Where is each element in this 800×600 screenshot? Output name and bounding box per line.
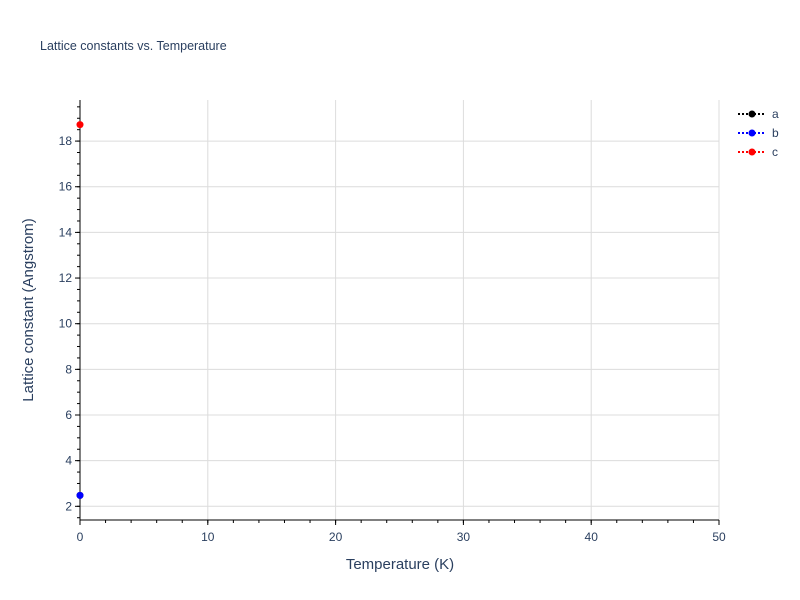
- y-tick-label: 12: [59, 271, 73, 285]
- y-tick-label: 10: [59, 317, 73, 331]
- x-tick-label: 50: [712, 530, 726, 544]
- y-tick-label: 4: [65, 454, 72, 468]
- x-tick-label: 0: [77, 530, 84, 544]
- y-tick-label: 16: [59, 180, 73, 194]
- y-axis-label: Lattice constant (Angstrom): [20, 218, 37, 401]
- y-tick-label: 2: [65, 499, 72, 513]
- x-tick-label: 20: [329, 530, 343, 544]
- y-tick-label: 18: [59, 134, 73, 148]
- x-tick-label: 30: [457, 530, 471, 544]
- legend-label-b: b: [772, 126, 779, 140]
- x-tick-label: 40: [585, 530, 599, 544]
- data-point-b: [76, 491, 84, 499]
- x-tick-label: 10: [201, 530, 215, 544]
- x-axis-label: Temperature (K): [346, 556, 454, 573]
- legend-label-a: a: [772, 107, 779, 121]
- legend-marker-b: [748, 129, 756, 137]
- legend-marker-a: [748, 110, 756, 118]
- data-point-c: [76, 121, 84, 129]
- legend-marker-c: [748, 148, 756, 156]
- y-tick-label: 8: [65, 362, 72, 376]
- y-tick-label: 6: [65, 408, 72, 422]
- chart-title: Lattice constants vs. Temperature: [40, 39, 227, 53]
- y-tick-label: 14: [59, 225, 73, 239]
- legend-label-c: c: [772, 145, 778, 159]
